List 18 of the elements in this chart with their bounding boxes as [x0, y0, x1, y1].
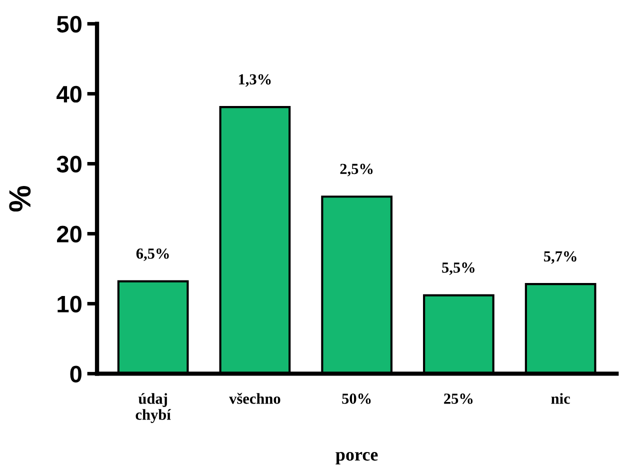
x-tick-label: údaj chybí — [136, 393, 172, 424]
y-tick-label: 40 — [56, 86, 82, 103]
y-tick-label: 20 — [57, 226, 82, 243]
annotation: 6,5% — [136, 248, 169, 261]
y-tick-label: 50 — [56, 16, 82, 33]
annotation: 5,7% — [544, 251, 576, 264]
x-tick-label: 50% — [342, 394, 371, 404]
x-tick-label: 25% — [444, 394, 473, 404]
x-tick-label: nic — [551, 393, 570, 404]
y-tick-label: 10 — [58, 296, 82, 312]
annotation: 5,5% — [442, 262, 474, 275]
y-tick-label: 30 — [56, 156, 82, 173]
y-tick-label: 0 — [70, 366, 82, 382]
y-axis-title: % — [9, 186, 31, 212]
x-axis-title: porce — [336, 452, 378, 464]
annotation: 2,5% — [340, 164, 373, 176]
annotation: 1,3% — [238, 74, 271, 87]
x-tick-label: všechno — [229, 392, 280, 404]
